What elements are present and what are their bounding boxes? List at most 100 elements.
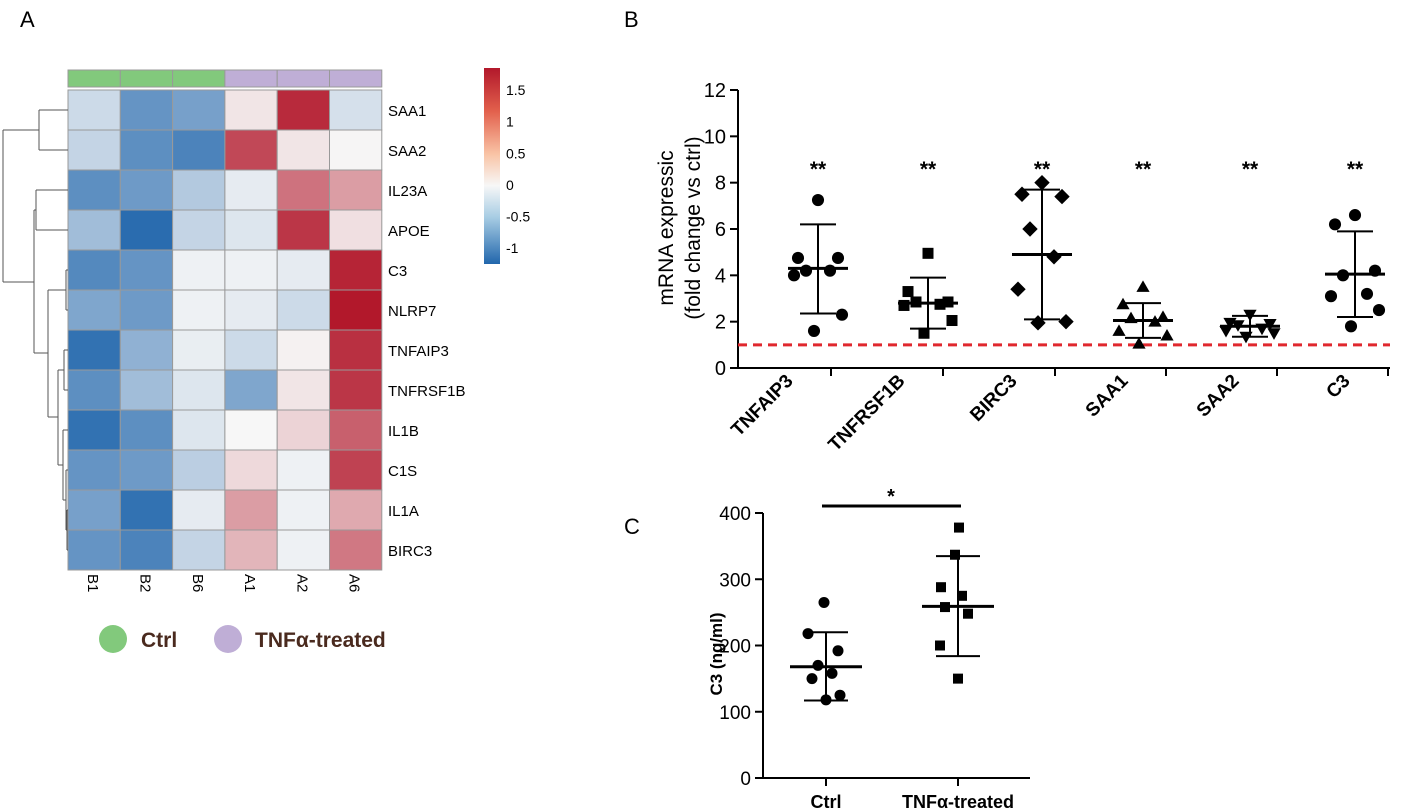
data-point xyxy=(946,315,958,327)
heatmap-cell xyxy=(119,249,174,291)
data-point xyxy=(1348,209,1362,222)
heatmap-row-dendrogram xyxy=(2,109,68,551)
heatmap-cell xyxy=(67,529,121,571)
heatmap-cell xyxy=(172,89,226,131)
data-point xyxy=(1324,290,1338,303)
data-point xyxy=(950,549,960,560)
heatmap-cell xyxy=(276,209,331,251)
legend-tnf-label: TNFα-treated xyxy=(255,629,386,652)
data-point xyxy=(922,247,934,259)
data-point xyxy=(1010,281,1026,297)
heatmap-cell xyxy=(67,209,121,251)
data-point xyxy=(1372,304,1386,317)
significance-label: ** xyxy=(1034,158,1051,181)
heatmap-cell xyxy=(276,329,331,371)
data-point xyxy=(1116,297,1130,310)
panel-b-xtick-label: C3 xyxy=(1323,371,1355,403)
heatmap-cell xyxy=(67,249,121,291)
data-point xyxy=(1156,310,1170,322)
data-point xyxy=(1112,324,1126,336)
data-point xyxy=(1360,287,1374,300)
heatmap-cell xyxy=(119,489,174,531)
heatmap-cells xyxy=(67,89,383,571)
heatmap-cell xyxy=(329,329,383,371)
heatmap-column-label: A1 xyxy=(241,574,258,592)
data-point xyxy=(831,251,845,265)
heatmap-cell xyxy=(172,409,226,451)
heatmap-row-label: C1S xyxy=(388,463,417,480)
heatmap-column-label: B6 xyxy=(189,574,206,592)
data-point xyxy=(826,667,838,679)
data-point xyxy=(1267,328,1281,340)
data-point xyxy=(832,645,844,657)
data-point xyxy=(802,628,814,640)
heatmap-cell xyxy=(172,129,226,171)
heatmap-cell xyxy=(119,289,174,331)
data-point xyxy=(1046,249,1062,265)
heatmap-panel-a: SAA1 SAA2 IL23A APOE C3 NLRP7 TNFAIP3 TNFRSF1B I… xyxy=(2,68,530,592)
colorbar-tick-label: -0.5 xyxy=(506,209,530,225)
heatmap-cell xyxy=(172,529,226,571)
panel-b-ytick-label: 2 xyxy=(715,312,726,334)
panel-b-series: ** xyxy=(787,158,849,337)
data-point xyxy=(787,269,801,282)
heatmap-cell xyxy=(119,129,174,171)
heatmap-column-label: A2 xyxy=(293,574,310,592)
heatmap-cell xyxy=(67,129,121,171)
heatmap-cell xyxy=(67,329,121,371)
data-point xyxy=(963,608,973,619)
significance-label: ** xyxy=(1242,158,1259,181)
heatmap-cell xyxy=(329,89,383,131)
significance-label: ** xyxy=(920,158,937,181)
panel-b-ylabel-line1: mRNA expressic xyxy=(655,150,678,305)
panel-b-ytick-label: 4 xyxy=(715,265,726,287)
heatmap-cell xyxy=(67,289,121,331)
panel-b-xtick-label: BIRC3 xyxy=(966,371,1021,426)
panel-c-ytick-label: 100 xyxy=(719,703,751,724)
data-point xyxy=(807,324,821,337)
data-point xyxy=(820,694,832,706)
heatmap-cell xyxy=(224,289,278,331)
panel-b-ytick-label: 6 xyxy=(715,219,726,241)
heatmap-cell xyxy=(67,449,121,491)
dendro-saa-pair xyxy=(38,109,68,151)
panel-b-data: ** ** ** ** ** ** xyxy=(787,158,1386,349)
dendro-il23a-apoe xyxy=(35,189,68,231)
data-point xyxy=(812,659,824,671)
data-point xyxy=(1030,315,1046,331)
panel-label-a: A xyxy=(20,7,35,32)
heatmap-cell xyxy=(119,209,174,251)
heatmap-cell xyxy=(119,369,174,411)
data-point xyxy=(1239,331,1253,344)
heatmap-cell xyxy=(276,369,331,411)
data-point xyxy=(1034,174,1050,191)
dendro-lower-cluster xyxy=(33,209,48,354)
heatmap-cell xyxy=(67,169,121,211)
heatmap-cell xyxy=(172,369,226,411)
significance-label: ** xyxy=(1347,158,1364,181)
data-point xyxy=(953,673,963,684)
panel-c-series xyxy=(922,522,994,684)
heatmap-cell xyxy=(119,529,174,571)
heatmap-column-label: B2 xyxy=(136,574,153,592)
panel-b-ylabel-line2: (fold change vs ctrl) xyxy=(682,136,705,319)
colorbar-ticks: 1.5 1 0.5 0 -0.5 -1 xyxy=(506,82,530,256)
data-point xyxy=(957,590,967,601)
panel-b-ytick-label: 10 xyxy=(704,126,726,148)
heatmap-cell xyxy=(224,529,278,571)
panel-c-ytick-label: 400 xyxy=(719,504,751,525)
heatmap-cell xyxy=(172,249,226,291)
heatmap-group-bar xyxy=(67,69,383,88)
heatmap-cell xyxy=(329,369,383,411)
data-point xyxy=(1014,186,1030,202)
heatmap-cell xyxy=(329,129,383,171)
data-point xyxy=(902,286,914,298)
colorbar-tick-label: 0.5 xyxy=(506,145,526,161)
data-point xyxy=(799,264,813,277)
data-point xyxy=(791,251,805,265)
heatmap-cell xyxy=(329,409,383,451)
data-point xyxy=(935,640,945,651)
heatmap-cell xyxy=(119,169,174,211)
data-point xyxy=(936,582,946,593)
heatmap-row-label: IL1B xyxy=(388,423,419,440)
